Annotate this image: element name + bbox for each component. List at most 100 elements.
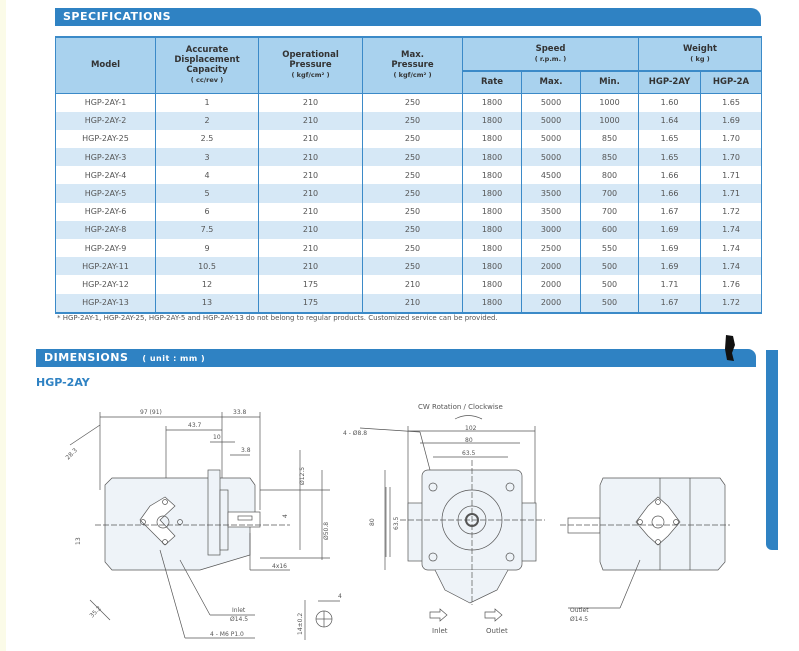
- dim-14: 14±0.2: [297, 613, 304, 635]
- table-cell: 1.74: [700, 239, 763, 258]
- dimension-drawings: 97 (91) 43.7 33.8 10 3.8 28.3 13 4 Ø12.5…: [64, 403, 730, 640]
- table-cell: 210: [258, 93, 363, 112]
- header-weight-2a: HGP-2A: [700, 70, 763, 94]
- dim-d50-8: Ø50.8: [323, 522, 330, 540]
- table-cell: 500: [579, 257, 640, 276]
- table-cell: 1.71: [700, 166, 763, 185]
- table-row: HGP-2AY-5 5 210 250 1800 3500 700 1.66 1.71: [55, 184, 763, 203]
- table-cell: 1.70: [700, 148, 763, 167]
- table-cell: 3500: [521, 202, 581, 221]
- dim-10: 10: [213, 434, 221, 441]
- table-cell: 250: [362, 166, 463, 185]
- table-cell: 250: [362, 220, 463, 239]
- table-cell: 1.72: [700, 293, 763, 314]
- dim-13: 13: [75, 537, 82, 545]
- table-row: HGP-2AY-11 10.5 210 250 1800 2000 500 1.69 1.74: [55, 257, 763, 276]
- table-cell: 210: [258, 220, 363, 239]
- header-op-pressure: Operational Pressure( kgf/cm² ): [258, 36, 363, 94]
- table-row: HGP-2AY-1 1 210 250 1800 5000 1000 1.60 1.65: [55, 93, 763, 112]
- footnote: * HGP-2AY-1, HGP-2AY-25, HGP-2AY-5 and H…: [57, 314, 498, 322]
- table-cell: 250: [362, 184, 463, 203]
- table-cell: 250: [362, 257, 463, 276]
- table-cell: 1800: [462, 202, 522, 221]
- table-cell: 1000: [579, 93, 640, 112]
- table-cell: 1.65: [700, 93, 763, 112]
- table-cell: 1.70: [700, 129, 763, 149]
- table-cell: 250: [362, 202, 463, 221]
- table-cell: 1800: [462, 257, 522, 276]
- side-view-drawing: [69, 412, 340, 640]
- header-weight: Weight( kg ): [638, 36, 763, 72]
- dim-43-7: 43.7: [188, 422, 202, 429]
- table-row: HGP-2AY-13 13 175 210 1800 2000 500 1.67 1.72: [55, 293, 763, 314]
- table-cell: 210: [362, 293, 463, 314]
- table-cell: 1800: [462, 93, 522, 112]
- table-cell: 1800: [462, 148, 522, 167]
- table-cell: 700: [579, 184, 640, 203]
- table-cell: 7.5: [155, 220, 259, 239]
- table-cell: 850: [579, 148, 640, 167]
- table-cell: 1800: [462, 275, 522, 294]
- table-cell: 4500: [521, 166, 581, 185]
- table-cell: 2000: [521, 275, 581, 294]
- header-weight-2ay: HGP-2AY: [638, 70, 702, 94]
- table-cell: 13: [155, 293, 259, 314]
- table-cell: 1800: [462, 166, 522, 185]
- table-cell: 2: [155, 111, 259, 130]
- dim-key-4: 4: [338, 593, 342, 600]
- table-cell: 250: [362, 111, 463, 130]
- table-cell: 5000: [521, 111, 581, 130]
- table-cell: 210: [258, 184, 363, 203]
- table-cell: 1.69: [638, 239, 702, 258]
- table-cell: 2000: [521, 257, 581, 276]
- table-cell: 1.67: [638, 293, 702, 314]
- table-cell: 1.60: [638, 93, 702, 112]
- inlet-label: Inlet: [232, 607, 246, 614]
- table-cell: 500: [579, 293, 640, 314]
- table-cell: 210: [258, 129, 363, 149]
- table-cell: 1000: [579, 111, 640, 130]
- table-row: HGP-2AY-2 2 210 250 1800 5000 1000 1.64 1.69: [55, 111, 763, 130]
- header-max: Max.: [521, 70, 581, 94]
- rotation-label: CW Rotation / Clockwise: [418, 403, 503, 411]
- table-cell: 3500: [521, 184, 581, 203]
- table-cell: 500: [579, 275, 640, 294]
- table-row: HGP-2AY-12 12 175 210 1800 2000 500 1.71 1.76: [55, 275, 763, 294]
- table-cell: 210: [258, 202, 363, 221]
- table-cell: 1.71: [700, 184, 763, 203]
- table-cell: 10.5: [155, 257, 259, 276]
- table-cell: 1.64: [638, 111, 702, 130]
- table-cell: 2000: [521, 293, 581, 314]
- model-label: HGP-2AY: [36, 376, 90, 389]
- table-cell: HGP-2AY-13: [55, 293, 156, 314]
- table-cell: 1.66: [638, 184, 702, 203]
- table-cell: 1.71: [638, 275, 702, 294]
- inlet-diameter: Ø14.5: [230, 616, 248, 623]
- table-cell: 1.66: [638, 166, 702, 185]
- front-inlet-label: Inlet: [432, 627, 448, 635]
- table-cell: 700: [579, 202, 640, 221]
- table-cell: 2.5: [155, 129, 259, 149]
- table-cell: 1.69: [700, 111, 763, 130]
- table-cell: 210: [258, 148, 363, 167]
- specifications-table: Model Accurate Displacement Capacity( cc/r…: [55, 36, 763, 314]
- table-cell: 3: [155, 148, 259, 167]
- table-cell: 1.65: [638, 148, 702, 167]
- rear-outlet-diameter: Ø14.5: [570, 616, 588, 623]
- dim-97: 97 (91): [140, 409, 162, 416]
- table-cell: 1800: [462, 184, 522, 203]
- table-cell: 5000: [521, 148, 581, 167]
- table-cell: 800: [579, 166, 640, 185]
- table-cell: 12: [155, 275, 259, 294]
- dim-63-5: 63.5: [462, 450, 476, 457]
- table-cell: 4: [155, 166, 259, 185]
- page-edge: [0, 0, 6, 651]
- table-cell: 1800: [462, 293, 522, 314]
- table-cell: 2500: [521, 239, 581, 258]
- table-cell: 210: [258, 111, 363, 130]
- table-row: HGP-2AY-3 3 210 250 1800 5000 850 1.65 1.70: [55, 148, 763, 167]
- table-cell: 250: [362, 129, 463, 149]
- table-cell: HGP-2AY-6: [55, 202, 156, 221]
- table-cell: HGP-2AY-5: [55, 184, 156, 203]
- table-cell: 175: [258, 275, 363, 294]
